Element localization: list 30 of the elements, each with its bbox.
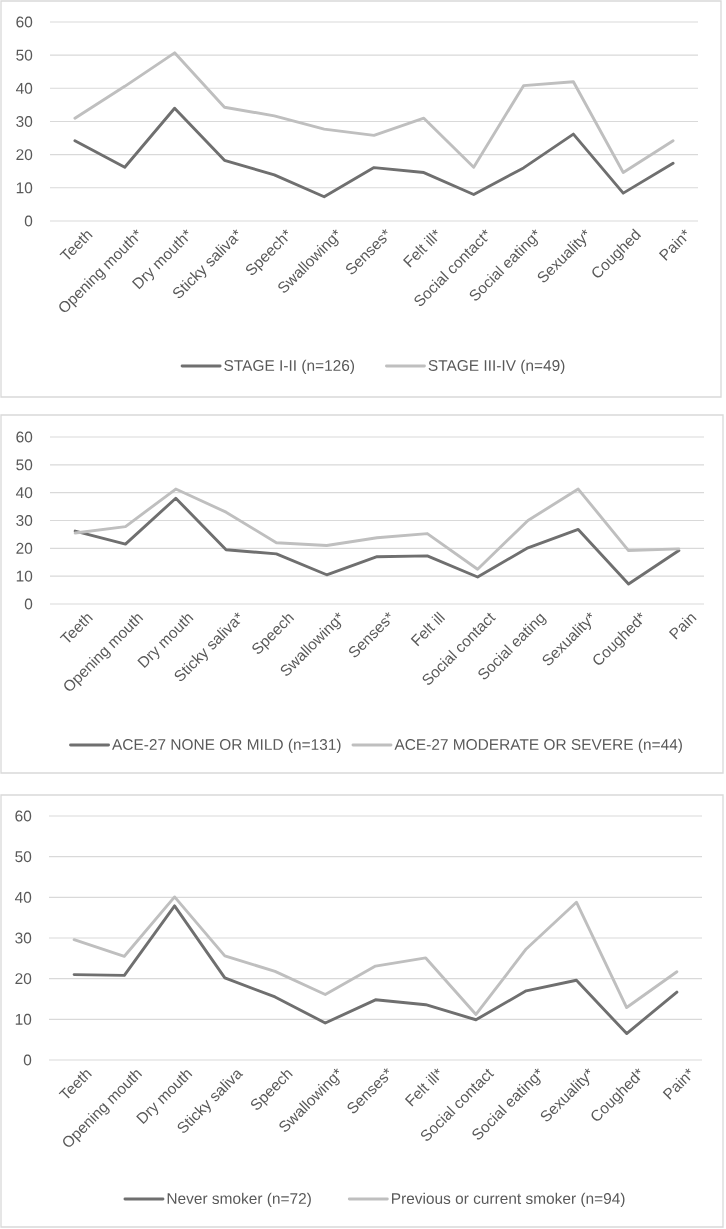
y-tick-label: 20 bbox=[16, 542, 33, 554]
y-tick-label: 0 bbox=[23, 1054, 32, 1066]
y-tick-label: 30 bbox=[15, 932, 32, 944]
y-tick-label: 50 bbox=[16, 49, 33, 61]
y-tick-label: 60 bbox=[16, 431, 33, 443]
y-tick-label: 50 bbox=[16, 459, 33, 471]
legend-label: STAGE III-IV (n=49) bbox=[428, 359, 565, 375]
x-tick-label: Felt ill* bbox=[402, 229, 438, 268]
x-tick-label: Felt ill bbox=[410, 611, 446, 647]
legend-label: ACE-27 MODERATE OR SEVERE (n=44) bbox=[394, 738, 682, 754]
y-tick-label: 40 bbox=[15, 82, 33, 94]
y-tick-label: 30 bbox=[16, 515, 33, 526]
y-tick-label: 10 bbox=[15, 1013, 32, 1025]
y-tick-label: 20 bbox=[16, 149, 33, 161]
y-tick-label: 50 bbox=[15, 851, 32, 863]
y-tick-label: 40 bbox=[15, 487, 33, 499]
legend-label: Never smoker (n=72) bbox=[167, 1192, 311, 1208]
legend-label: STAGE I-II (n=126) bbox=[224, 359, 355, 375]
y-tick-label: 10 bbox=[16, 570, 33, 582]
y-tick-label: 0 bbox=[24, 598, 33, 610]
y-tick-label: 60 bbox=[15, 810, 32, 822]
x-tick-label: Pain bbox=[668, 614, 697, 640]
y-tick-label: 60 bbox=[16, 16, 33, 28]
legend-label: Previous or current smoker (n=94) bbox=[392, 1192, 625, 1208]
y-tick-label: 30 bbox=[16, 116, 33, 127]
y-tick-label: 40 bbox=[14, 891, 32, 903]
y-tick-label: 10 bbox=[16, 182, 33, 194]
y-tick-label: 0 bbox=[24, 215, 33, 227]
y-tick-label: 20 bbox=[15, 973, 32, 985]
legend-label: ACE-27 NONE OR MILD (n=131) bbox=[112, 738, 341, 754]
